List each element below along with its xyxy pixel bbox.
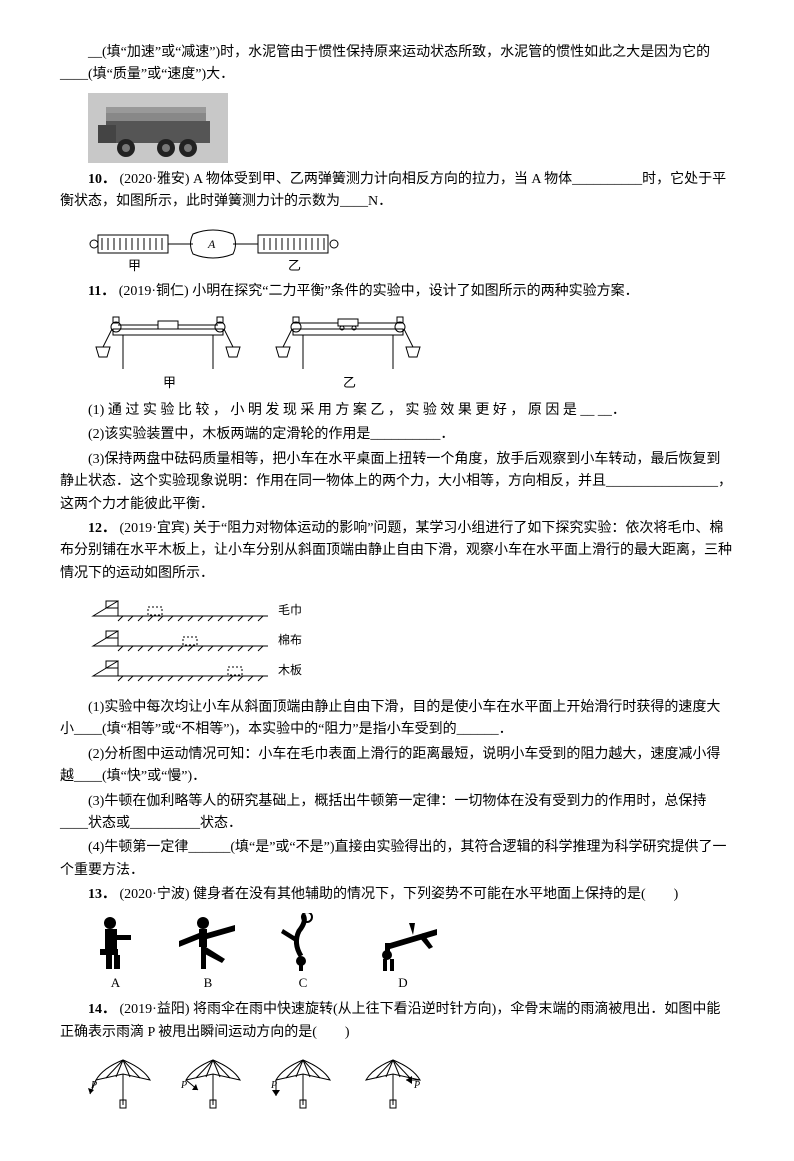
q14-text: 14． (2019·益阳) 将雨伞在雨中快速旋转(从上往下看沿逆时针方向)，伞骨… bbox=[60, 999, 734, 1044]
q12-p1: (1)实验中每次均让小车从斜面顶端由静止自由下滑，目的是使小车在水平面上开始滑行… bbox=[60, 697, 734, 742]
q12-p3: (3)牛顿在伽利略等人的研究基础上，概括出牛顿第一定律：一切物体在没有受到力的作… bbox=[60, 791, 734, 836]
q14-label: 14． bbox=[88, 1002, 116, 1017]
q13-opt-b: B bbox=[173, 913, 243, 994]
q11-label: 11． bbox=[88, 284, 115, 299]
svg-text:毛巾: 毛巾 bbox=[278, 603, 302, 617]
svg-text:乙: 乙 bbox=[343, 375, 356, 390]
q13-label: 13． bbox=[88, 887, 116, 902]
q11-body: 小明在探究“二力平衡”条件的实验中，设计了如图所示的两种实验方案． bbox=[192, 284, 638, 299]
q13-text: 13． (2020·宁波) 健身者在没有其他辅助的情况下，下列姿势不可能在水平地… bbox=[60, 884, 734, 906]
q11-p3: (3)保持两盘中砝码质量相等，把小车在水平桌面上扭转一个角度，放手后观察到小车转… bbox=[60, 449, 734, 516]
q10-label: 10． bbox=[88, 172, 116, 187]
q10-text: 10． (2020·雅安) A 物体受到甲、乙两弹簧测力计向相反方向的拉力，当 … bbox=[60, 169, 734, 214]
q12-p2: (2)分析图中运动情况可知：小车在毛巾表面上滑行的距离最短，说明小车受到的阻力越… bbox=[60, 744, 734, 789]
q10-figure: A 甲 乙 bbox=[88, 220, 734, 275]
q11-src: (2019·铜仁) bbox=[119, 284, 189, 299]
q11-p1: (1) 通 过 实 验 比 较 ， 小 明 发 现 采 用 方 案 乙 ， 实 … bbox=[60, 400, 734, 422]
q12-src: (2019·宜宾) bbox=[120, 521, 190, 536]
svg-text:甲: 甲 bbox=[128, 258, 141, 273]
svg-text:甲: 甲 bbox=[163, 375, 176, 390]
q10-src: (2020·雅安) bbox=[120, 172, 190, 187]
svg-text:P: P bbox=[180, 1080, 187, 1091]
q12-p4: (4)牛顿第一定律______(填“是”或“不是”)直接由实验得出的，其符合逻辑… bbox=[60, 837, 734, 882]
q13-opt-a: A bbox=[88, 913, 143, 994]
svg-text:乙: 乙 bbox=[288, 258, 301, 273]
q11-figure: 甲 乙 bbox=[88, 309, 734, 394]
svg-text:棉布: 棉布 bbox=[278, 633, 302, 647]
svg-text:木板: 木板 bbox=[278, 663, 302, 677]
q13-opt-d: D bbox=[363, 913, 443, 994]
svg-text:A: A bbox=[207, 237, 216, 251]
q11-p2: (2)该实验装置中，木板两端的定滑轮的作用是__________． bbox=[60, 424, 734, 446]
q13-src: (2020·宁波) bbox=[120, 887, 190, 902]
truck-figure bbox=[88, 93, 734, 163]
q12-label: 12． bbox=[88, 521, 116, 536]
q14-src: (2019·益阳) bbox=[120, 1002, 190, 1017]
q13-opt-c: C bbox=[273, 913, 333, 994]
intro-text: __(填“加速”或“减速”)时，水泥管由于惯性保持原来运动状态所致，水泥管的惯性… bbox=[60, 42, 734, 87]
q11-text: 11． (2019·铜仁) 小明在探究“二力平衡”条件的实验中，设计了如图所示的… bbox=[60, 281, 734, 303]
q14-figure: P P P P bbox=[88, 1050, 734, 1115]
q12-text: 12． (2019·宜宾) 关于“阻力对物体运动的影响”问题，某学习小组进行了如… bbox=[60, 518, 734, 585]
q13-options: A B C D bbox=[88, 913, 734, 994]
q12-figure: 毛巾 棉布 木板 bbox=[88, 591, 734, 691]
svg-text:P: P bbox=[413, 1080, 420, 1091]
q13-body: 健身者在没有其他辅助的情况下，下列姿势不可能在水平地面上保持的是( ) bbox=[193, 887, 678, 902]
